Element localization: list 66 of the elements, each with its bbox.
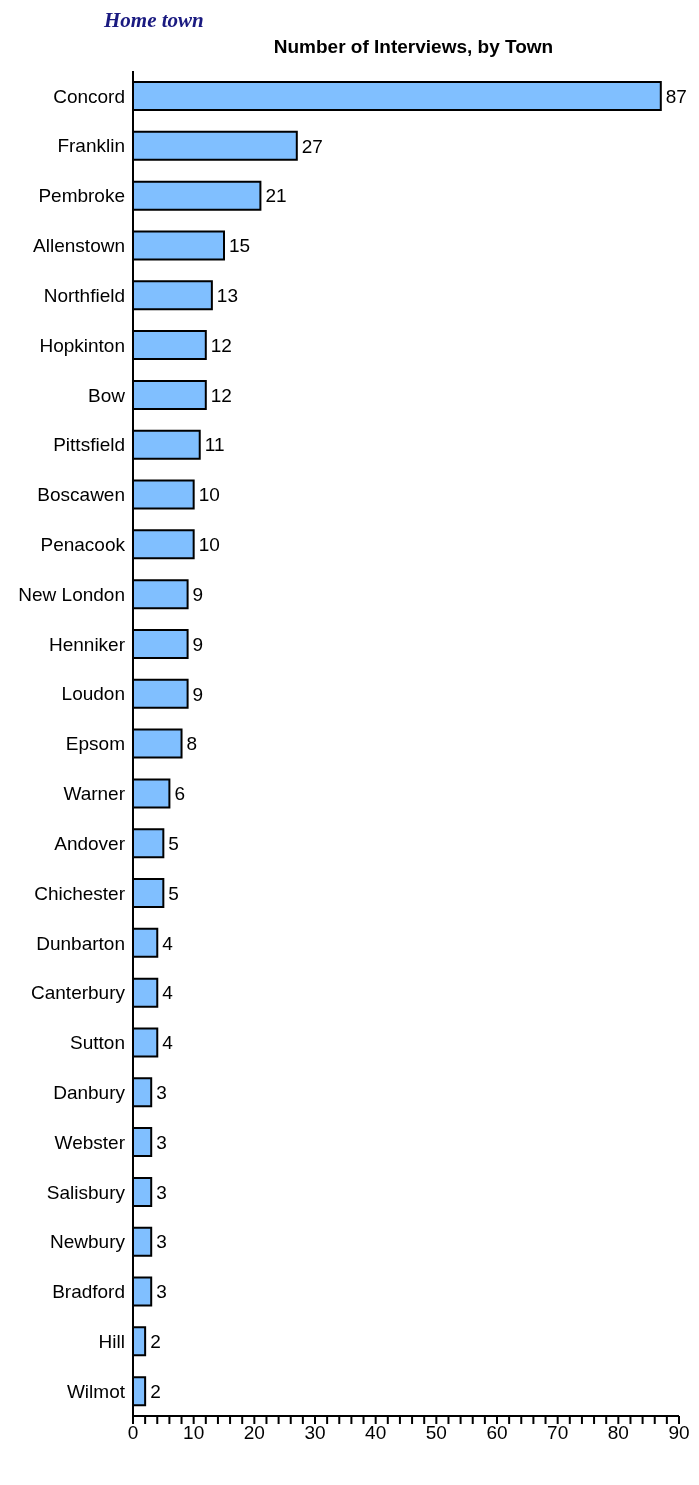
data-label: 3	[156, 1181, 167, 1203]
y-tick-label: Danbury	[53, 1081, 126, 1103]
data-label: 12	[210, 384, 232, 406]
y-tick-label: Salisbury	[46, 1181, 126, 1203]
data-label: 6	[174, 783, 185, 805]
chart-title: Home town	[104, 8, 205, 34]
x-tick-label: 40	[365, 1422, 387, 1444]
y-tick-label: Loudon	[61, 683, 125, 705]
data-label: 10	[198, 484, 220, 506]
x-tick-label: 50	[425, 1422, 447, 1444]
data-label: 10	[198, 534, 220, 556]
x-tick-label: 70	[547, 1422, 569, 1444]
y-tick-label: Northfield	[43, 284, 125, 306]
data-label: 87	[665, 85, 687, 107]
data-label: 21	[265, 185, 287, 207]
y-tick-label: Boscawen	[37, 484, 125, 506]
data-label: 13	[216, 285, 239, 306]
data-label: 2	[150, 1380, 161, 1402]
data-label: 2	[150, 1331, 161, 1353]
x-tick-label: 10	[183, 1422, 205, 1444]
data-label: 4	[162, 932, 174, 954]
data-label: 4	[162, 1032, 174, 1054]
data-label: 5	[168, 832, 179, 854]
y-tick-label: Canterbury	[31, 982, 126, 1004]
y-tick-label: Andover	[54, 832, 126, 854]
data-label: 11	[204, 434, 225, 456]
y-tick-label: Hill	[98, 1331, 125, 1353]
y-tick-label: Warner	[63, 783, 126, 805]
x-tick-label: 30	[304, 1422, 326, 1444]
y-tick-label: Sutton	[70, 1032, 125, 1054]
y-tick-label: Concord	[53, 85, 125, 107]
data-label: 3	[156, 1231, 167, 1253]
data-label: 4	[162, 982, 174, 1004]
y-tick-label: Franklin	[57, 135, 125, 157]
data-label: 8	[186, 733, 198, 755]
y-tick-label: Bow	[88, 384, 126, 406]
y-tick-label: Dunbarton	[36, 932, 125, 954]
y-tick-label: Newbury	[50, 1231, 126, 1253]
y-tick-label: Chichester	[34, 882, 126, 904]
y-tick-label: Henniker	[48, 633, 126, 655]
y-tick-label: Bradford	[52, 1281, 125, 1303]
y-tick-label: Allenstown	[33, 235, 125, 257]
x-tick-label: 80	[607, 1422, 629, 1444]
y-tick-label: Pittsfield	[53, 434, 125, 456]
y-tick-label: Epsom	[65, 733, 125, 755]
data-label: 9	[192, 583, 204, 605]
data-label: 3	[156, 1131, 167, 1153]
y-tick-label: Wilmot	[66, 1380, 126, 1402]
data-label: 9	[192, 633, 204, 655]
x-tick-label: 20	[243, 1422, 265, 1444]
x-tick-label: 0	[127, 1422, 139, 1444]
chart-subtitle: Number of Interviews, by Town	[272, 36, 555, 59]
data-label: 5	[168, 882, 179, 904]
data-label: 3	[156, 1281, 167, 1303]
y-tick-label: Hopkinton	[39, 334, 125, 356]
y-tick-label: Webster	[54, 1131, 126, 1153]
y-tick-label: Pembroke	[38, 185, 125, 207]
y-tick-label: Penacook	[40, 533, 126, 555]
data-label: 27	[301, 135, 323, 157]
y-tick-label: New London	[18, 583, 125, 605]
data-label: 12	[210, 334, 232, 356]
data-label: 9	[192, 683, 204, 705]
data-label: 15	[229, 235, 251, 257]
x-tick-label: 90	[668, 1422, 690, 1444]
x-tick-label: 60	[486, 1422, 508, 1444]
data-label: 3	[156, 1082, 167, 1104]
